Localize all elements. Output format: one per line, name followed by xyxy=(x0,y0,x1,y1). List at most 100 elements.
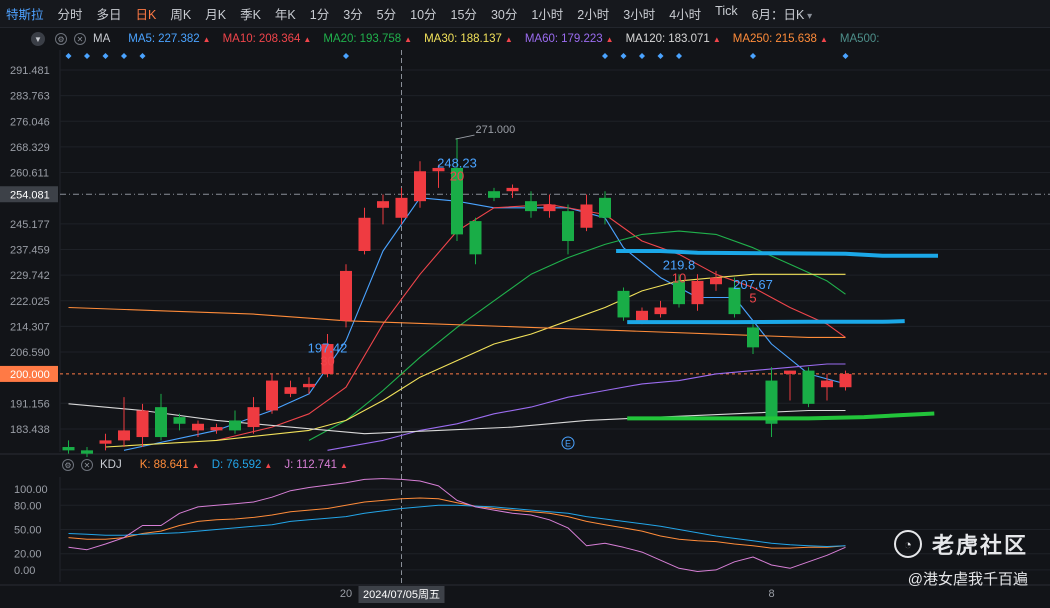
candle-body xyxy=(340,270,352,321)
annotation-leader xyxy=(455,134,475,140)
ma-line-ma120 xyxy=(68,403,846,435)
candle xyxy=(488,187,500,202)
trend-line-drawing xyxy=(627,411,935,421)
candle-body xyxy=(432,167,445,172)
period-tab-17[interactable]: Tick xyxy=(715,4,738,18)
candle-body xyxy=(210,427,223,431)
candle-body xyxy=(62,447,75,451)
period-tab-13[interactable]: 1小时 xyxy=(531,8,564,22)
symbol-name[interactable]: 特斯拉 xyxy=(6,8,44,22)
ma-legend-ma10: MA10: 208.364 ▲ xyxy=(223,33,312,45)
kdj-legend-items: K: 88.641 ▲ D: 76.592 ▲ J: 112.741 ▲ xyxy=(140,459,360,471)
candle-body xyxy=(580,204,593,228)
candle xyxy=(210,423,223,434)
candle xyxy=(747,324,759,354)
event-diamond-marker xyxy=(84,53,90,59)
close-icon[interactable]: ✕ xyxy=(81,459,93,471)
period-tab-3[interactable]: 周K xyxy=(170,8,192,22)
period-tab-6[interactable]: 年K xyxy=(274,8,296,22)
period-tab-12[interactable]: 30分 xyxy=(490,8,518,22)
candle-body xyxy=(710,277,722,285)
ma-legend-label: MA250: xyxy=(732,33,773,45)
trend-up-icon: ▲ xyxy=(712,35,721,44)
ma-legend-value: 215.638 xyxy=(775,33,817,45)
candle-body xyxy=(284,387,297,394)
ma-legend-value: 193.758 xyxy=(359,33,402,45)
brand-name: 老虎社区 xyxy=(931,533,1028,558)
ma-legend-value: 179.223 xyxy=(561,33,603,45)
ma-legend-value: 208.364 xyxy=(258,33,301,45)
candle-body xyxy=(506,187,519,192)
candle-body xyxy=(321,344,334,374)
candle-body xyxy=(821,380,833,388)
kdj-legend-k: K: 88.641 ▲ xyxy=(140,459,200,471)
current-price-bg xyxy=(0,365,58,382)
period-tab-4[interactable]: 月K xyxy=(205,8,227,22)
ma-line-ma60 xyxy=(327,363,846,451)
candle-body xyxy=(229,420,241,431)
period-tab-2[interactable]: 日K xyxy=(135,8,157,22)
settings-icon[interactable]: ⚙ xyxy=(62,459,74,471)
trend-up-icon: ▲ xyxy=(404,35,413,44)
period-tab-10[interactable]: 10分 xyxy=(410,8,437,22)
trend-up-icon: ▲ xyxy=(819,35,828,44)
annotation-label: 248.23 xyxy=(437,155,477,170)
period-tab-1[interactable]: 多日 xyxy=(96,8,122,22)
kdj-tick-label: 0.00 xyxy=(14,565,35,577)
candle xyxy=(543,194,556,218)
candle xyxy=(506,184,519,198)
kdj-legend-bar: ⚙ ✕ KDJ K: 88.641 ▲ D: 76.592 ▲ J: 112.741 ▲ xyxy=(0,455,1050,475)
kdj-legend-label: K: xyxy=(139,459,151,471)
kdj-legend-j: J: 112.741 ▲ xyxy=(284,459,348,471)
candle-body xyxy=(247,407,260,428)
annotation-label: 30 xyxy=(320,354,334,369)
candle-body xyxy=(81,450,93,454)
ma-legend-label: MA5: xyxy=(128,33,156,45)
kdj-line-d xyxy=(68,504,846,547)
candle xyxy=(802,367,815,408)
ma-line-ma30 xyxy=(105,273,846,448)
kdj-tick-label: 100.00 xyxy=(14,484,48,496)
annotation-label: 271.000 xyxy=(476,124,516,136)
candle xyxy=(562,204,574,255)
price-tick-label: 206.590 xyxy=(10,347,50,359)
crosshair-price-bg xyxy=(0,186,58,203)
ma-legend-label: MA60: xyxy=(524,33,559,45)
ma-legend-ma20: MA20: 193.758 ▲ xyxy=(323,33,412,45)
period-tab-5[interactable]: 季K xyxy=(240,8,261,22)
price-tick-label: 222.025 xyxy=(10,296,50,308)
candle-body xyxy=(173,417,186,424)
candle xyxy=(155,393,167,441)
settings-icon[interactable]: ⚙ xyxy=(55,33,67,45)
ma-legend-ma5: MA5: 227.382 ▲ xyxy=(128,33,210,45)
brand-logo: ◔ 老虎社区 xyxy=(893,528,1028,560)
current-price-label: 200.000 xyxy=(10,369,50,381)
trend-line-drawing xyxy=(627,319,905,325)
watermark-user: @港女虐我千百遍 xyxy=(907,571,1028,588)
period-tab-15[interactable]: 3小时 xyxy=(623,8,656,22)
candle xyxy=(284,380,297,398)
candle-body xyxy=(414,171,426,202)
period-tab-14[interactable]: 2小时 xyxy=(577,8,610,22)
ma-line-ma20 xyxy=(308,230,846,441)
period-tab-9[interactable]: 5分 xyxy=(376,8,397,22)
range-select[interactable]: 6月：日K xyxy=(752,4,813,23)
collapse-icon[interactable]: ▼ xyxy=(31,32,45,46)
close-icon[interactable]: ✕ xyxy=(74,33,86,45)
annotation-label: 219.8 xyxy=(663,257,696,272)
period-tab-11[interactable]: 15分 xyxy=(450,8,477,22)
candle-body xyxy=(765,380,778,424)
period-tab-8[interactable]: 3分 xyxy=(343,8,363,22)
kdj-legend-value: 88.641 xyxy=(153,459,189,471)
time-axis-label: 8 xyxy=(768,588,774,600)
trend-up-icon: ▲ xyxy=(303,35,312,44)
ma-legend-label: MA10: xyxy=(222,33,256,45)
period-tab-0[interactable]: 分时 xyxy=(57,8,83,22)
candle-body xyxy=(654,307,667,315)
period-tab-16[interactable]: 4小时 xyxy=(669,8,702,22)
period-tab-7[interactable]: 1分 xyxy=(309,8,330,22)
annotation-label: 207.67 xyxy=(733,277,773,292)
top-toolbar: 特斯拉 分时 多日 日K 周K 月K 季K 年K 1分 3分 5分 10分 15分 30分 1小时 2小时 3… xyxy=(0,0,1050,28)
tiger-logo-icon: ◔ xyxy=(893,530,922,558)
